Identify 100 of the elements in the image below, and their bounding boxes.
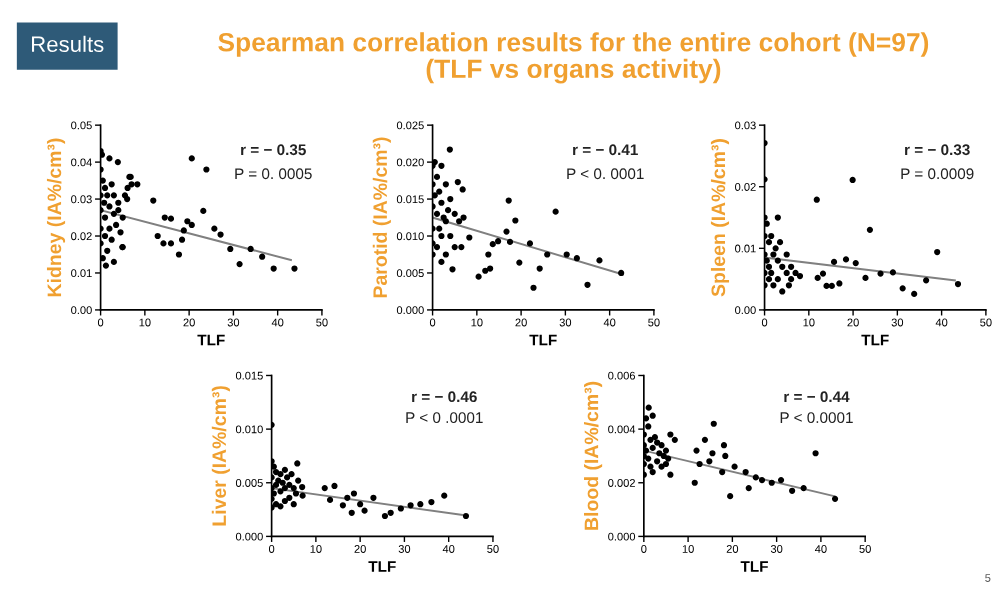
- point: [281, 466, 289, 473]
- point: [852, 260, 859, 267]
- point: [727, 493, 734, 500]
- point: [428, 498, 435, 506]
- point: [691, 479, 698, 486]
- point: [294, 460, 301, 467]
- point: [417, 501, 424, 508]
- point: [381, 512, 389, 520]
- point: [596, 257, 603, 264]
- point: [662, 447, 670, 454]
- point: [645, 423, 652, 430]
- point: [441, 492, 448, 499]
- point: [454, 178, 461, 186]
- point: [512, 217, 519, 224]
- point: [292, 490, 300, 497]
- point: [370, 494, 377, 501]
- point: [449, 266, 456, 273]
- point: [665, 455, 672, 462]
- point: [290, 501, 297, 508]
- point: [849, 176, 856, 184]
- point: [271, 490, 277, 497]
- point: [489, 241, 496, 248]
- point: [770, 282, 777, 289]
- point: [446, 146, 453, 153]
- point: [397, 505, 404, 512]
- point: [331, 482, 338, 490]
- point: [485, 251, 492, 258]
- point: [275, 477, 282, 484]
- y-axis-title: Parotid (IA%/cm³): [372, 137, 391, 298]
- point: [487, 265, 494, 272]
- point: [777, 476, 785, 484]
- point: [877, 270, 884, 277]
- point: [706, 458, 713, 465]
- point: [645, 455, 652, 462]
- point: [643, 415, 650, 422]
- point: [277, 488, 284, 495]
- point: [438, 199, 445, 206]
- point: [436, 225, 443, 232]
- point: [503, 228, 510, 235]
- point: [772, 245, 779, 252]
- point: [831, 495, 839, 502]
- point: [272, 468, 280, 476]
- point: [667, 471, 674, 478]
- point: [765, 276, 773, 283]
- point: [862, 274, 869, 281]
- y-axis-title: Blood (IA%/cm³): [584, 381, 603, 530]
- point: [438, 258, 445, 265]
- point: [796, 272, 804, 280]
- point: [299, 483, 306, 491]
- point: [651, 434, 659, 441]
- point: [693, 447, 700, 454]
- point: [281, 497, 289, 505]
- point: [722, 452, 729, 460]
- point: [271, 463, 277, 470]
- point: [357, 501, 364, 508]
- point: [788, 263, 795, 270]
- point: [649, 412, 656, 419]
- point: [442, 251, 449, 258]
- point: [451, 244, 458, 251]
- point: [348, 509, 355, 516]
- point: [459, 186, 466, 193]
- point: [671, 436, 678, 443]
- point: [785, 282, 793, 289]
- point: [719, 468, 726, 476]
- point: [456, 218, 463, 225]
- point: [451, 210, 458, 217]
- point: [764, 257, 770, 264]
- point: [444, 207, 452, 214]
- point: [649, 444, 656, 451]
- point: [272, 481, 280, 489]
- point: [776, 239, 784, 246]
- point: [813, 196, 820, 203]
- point: [321, 485, 328, 492]
- point: [783, 251, 790, 258]
- point: [814, 274, 821, 281]
- text: Spearman correlation results for the entire cohort (N=97) (TLF vs organs activity): [218, 32, 929, 84]
- point: [475, 273, 482, 280]
- point: [506, 238, 514, 246]
- point: [649, 468, 656, 476]
- point: [742, 468, 749, 476]
- point: [770, 251, 777, 258]
- point: [447, 232, 454, 240]
- y-axis-title: Liver (IA%/cm³): [211, 386, 230, 526]
- point: [350, 490, 358, 497]
- point: [764, 220, 770, 227]
- point: [696, 460, 703, 468]
- point: [462, 512, 470, 520]
- point: [789, 487, 796, 494]
- point: [618, 269, 625, 277]
- point: [284, 474, 291, 481]
- point: [447, 195, 454, 203]
- point: [288, 471, 295, 478]
- point: [654, 458, 661, 465]
- point: [954, 280, 962, 288]
- point: [436, 188, 443, 195]
- point: [339, 502, 346, 509]
- point: [788, 276, 795, 283]
- point: [433, 244, 441, 251]
- point: [277, 503, 284, 510]
- point: [830, 258, 838, 265]
